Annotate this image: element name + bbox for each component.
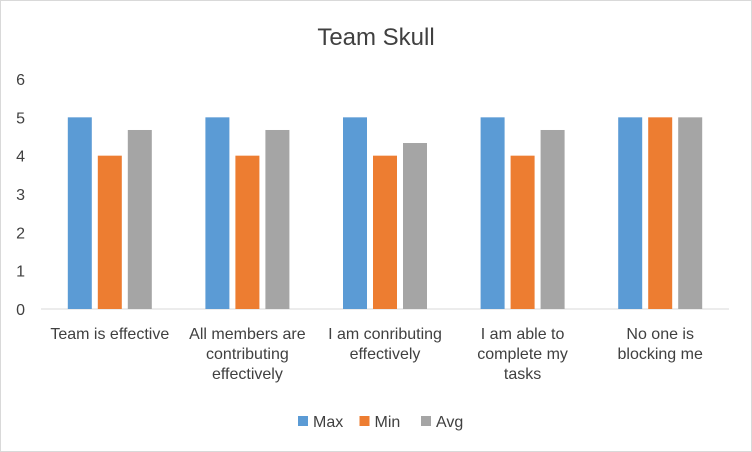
bar-avg (265, 129, 290, 309)
bar-max (618, 117, 643, 309)
legend-swatch-max (298, 416, 308, 426)
x-category-label: Team is effective (50, 326, 169, 343)
bar-max (67, 117, 92, 309)
y-tick-label: 5 (16, 110, 25, 127)
y-tick-label: 1 (16, 264, 25, 281)
bar-max (343, 117, 367, 309)
bars (67, 117, 703, 309)
legend-label-max: Max (313, 414, 343, 431)
chart-title: Team Skull (317, 24, 434, 51)
bar-min (648, 117, 673, 309)
bar-avg (540, 129, 565, 309)
legend-label-avg: Avg (436, 414, 463, 431)
bar-min (97, 155, 122, 309)
legend-label-min: Min (375, 414, 401, 431)
x-category-label: No one is blocking me (618, 326, 703, 363)
x-axis-labels: Team is effective All members are contribu… (50, 326, 703, 383)
x-category-label: I am conributing effectively (328, 326, 442, 363)
y-tick-label: 4 (16, 149, 25, 166)
y-tick-label: 0 (16, 302, 25, 319)
bar-max (205, 117, 230, 309)
y-axis-ticks: 0 1 2 3 4 5 6 (16, 72, 25, 319)
x-category-label: I am able to complete my tasks (477, 326, 568, 383)
y-tick-label: 6 (16, 72, 25, 89)
bar-avg (127, 129, 152, 309)
bar-avg (403, 143, 427, 309)
legend: Max Min Avg (298, 414, 463, 431)
y-tick-label: 2 (16, 225, 25, 242)
legend-swatch-min (359, 416, 370, 426)
bar-max (480, 117, 505, 309)
bar-min (235, 155, 260, 309)
bar-min (373, 155, 397, 309)
y-tick-label: 3 (16, 187, 25, 204)
x-category-label: All members are contributing effectively (189, 326, 306, 383)
bar-avg (678, 117, 703, 309)
bar-min (510, 155, 535, 309)
legend-swatch-avg (421, 416, 431, 426)
